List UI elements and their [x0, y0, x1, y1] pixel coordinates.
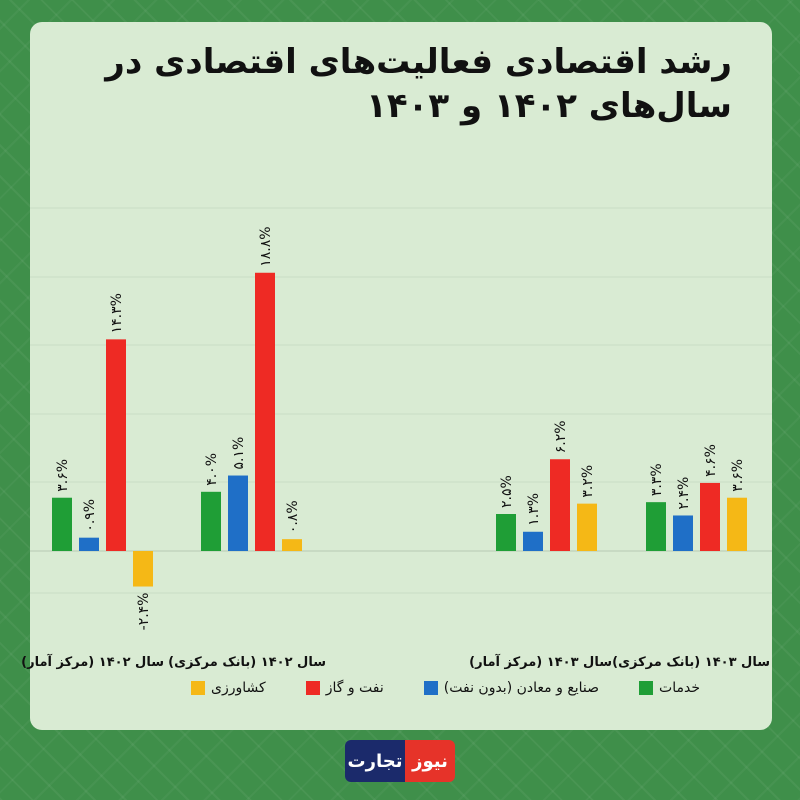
- logo-part-1: تجارت: [345, 740, 405, 782]
- legend-swatch-industry: [423, 681, 438, 695]
- chart-card: رشد اقتصادی فعالیت‌های اقتصادی در سال‌ها…: [30, 22, 772, 730]
- data-label-industry-1: ۵.۱%: [231, 437, 247, 470]
- bar-industry-1: [228, 475, 248, 551]
- data-label-industry-3: ۲.۴%: [676, 477, 692, 510]
- data-label-industry-2: ۱.۳%: [526, 493, 542, 526]
- category-label-1: سال ۱۴۰۲ (بانک مرکزی): [168, 655, 326, 670]
- data-label-services-2: ۲.۵%: [499, 475, 515, 508]
- legend-item-industry: صنایع و معادن (بدون نفت): [423, 676, 600, 700]
- bar-industry-0: [79, 537, 99, 551]
- bar-oil_gas-3: [700, 482, 720, 551]
- legend-item-services: خدمات: [639, 676, 700, 700]
- bar-oil_gas-2: [550, 459, 570, 551]
- data-label-oil_gas-2: ۶.۲%: [553, 420, 569, 453]
- category-label-3: سال ۱۴۰۳ (بانک مرکزی): [612, 655, 770, 670]
- data-label-industry-0: ۰.۹%: [82, 499, 98, 532]
- data-label-services-1: ۴.۰%: [204, 453, 220, 486]
- legend: خدمات صنایع و معادن (بدون نفت) نفت و گاز کش…: [80, 676, 700, 700]
- legend-label-services: خدمات: [659, 680, 700, 696]
- data-label-agriculture-2: ۳.۲%: [580, 465, 596, 498]
- bar-services-2: [496, 514, 516, 551]
- bar-agriculture-2: [577, 503, 597, 551]
- bar-services-1: [201, 491, 221, 551]
- bar-industry-3: [673, 515, 693, 551]
- category-label-0: سال ۱۴۰۲ (مرکز آمار): [21, 653, 164, 670]
- legend-item-agriculture: کشاورزی: [191, 676, 266, 700]
- legend-swatch-agriculture: [191, 681, 206, 695]
- logo-part-2: نیوز: [405, 740, 455, 782]
- data-label-oil_gas-0: ۱۴.۳%: [109, 293, 125, 333]
- bar-industry-2: [523, 531, 543, 551]
- data-label-services-3: ۳.۳%: [649, 463, 665, 496]
- legend-swatch-services: [639, 681, 654, 695]
- legend-swatch-oil_gas: [305, 681, 320, 695]
- legend-item-oil_gas: نفت و گاز: [305, 676, 384, 700]
- legend-label-industry: صنایع و معادن (بدون نفت): [443, 680, 600, 696]
- bar-oil_gas-0: [106, 339, 126, 551]
- legend-label-agriculture: کشاورزی: [211, 680, 266, 696]
- data-label-agriculture-1: ۰.۸%: [285, 500, 301, 533]
- bar-agriculture-3: [727, 497, 747, 551]
- bar-agriculture-1: [282, 539, 302, 551]
- bar-services-3: [646, 502, 666, 551]
- data-label-services-0: ۳.۶%: [55, 459, 71, 492]
- data-label-oil_gas-1: ۱۸.۸%: [258, 226, 274, 266]
- brand-logo: تجارت نیوز: [345, 740, 455, 782]
- category-label-2: سال ۱۴۰۳ (مرکز آمار): [469, 653, 612, 670]
- bar-agriculture-0: [133, 551, 153, 587]
- data-label-oil_gas-3: ۴.۶%: [703, 444, 719, 477]
- chart-title: رشد اقتصادی فعالیت‌های اقتصادی در سال‌ها…: [105, 42, 732, 126]
- bar-oil_gas-1: [255, 272, 275, 551]
- data-label-agriculture-0: -۲.۴%: [136, 593, 152, 631]
- legend-label-oil_gas: نفت و گاز: [325, 680, 384, 696]
- bar-services-0: [52, 497, 72, 551]
- data-label-agriculture-3: ۳.۶%: [730, 459, 746, 492]
